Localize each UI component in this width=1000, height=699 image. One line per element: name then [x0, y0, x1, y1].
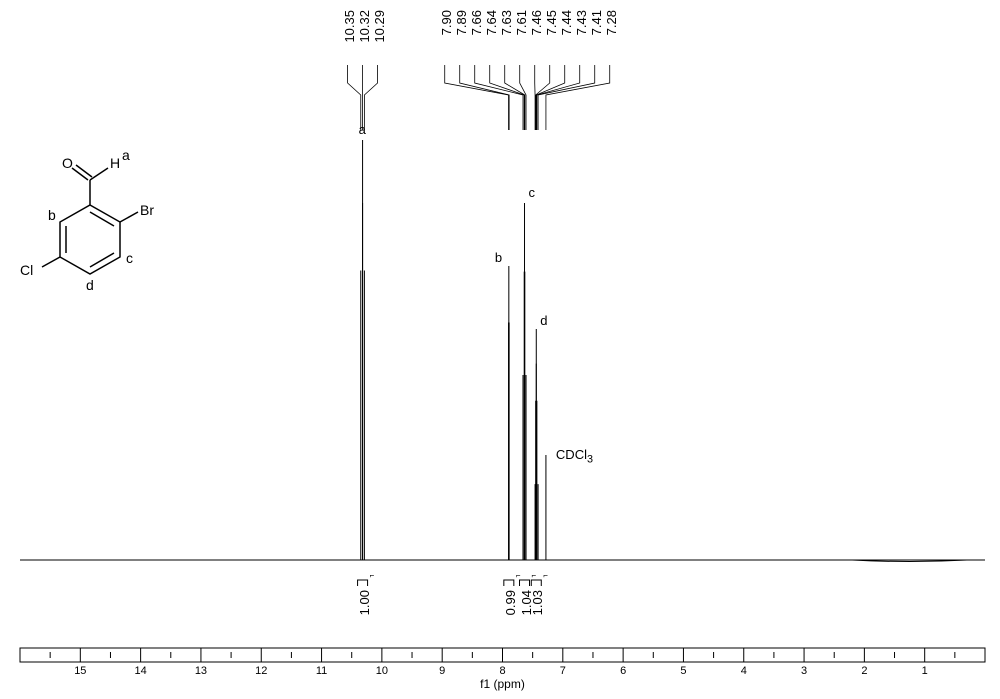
peak-bracket-line — [460, 65, 509, 130]
peak-label-a: a — [359, 122, 366, 137]
peak-label-d: d — [540, 313, 547, 328]
integral-mark: ⌐ — [532, 571, 537, 580]
label-b: b — [48, 207, 56, 223]
axis-tick-label: 4 — [741, 665, 747, 677]
integral-value: 0.99 — [503, 590, 518, 615]
peak-label-c: c — [529, 185, 536, 200]
atom-Cl: Cl — [20, 262, 33, 278]
axis-tick-label: 14 — [135, 665, 147, 677]
axis-tick-label: 5 — [680, 665, 686, 677]
peak-bracket-line — [348, 65, 361, 130]
nmr-spectrum-container: 10.3510.3210.297.907.897.667.647.637.617… — [0, 0, 1000, 699]
axis-tick-label: 6 — [620, 665, 626, 677]
baseline-layer — [20, 560, 985, 562]
axis-tick-label: 12 — [255, 665, 267, 677]
peak-bracket-line — [505, 65, 525, 130]
axis-tick-label: 3 — [801, 665, 807, 677]
peak-bracket-line — [475, 65, 523, 130]
axis-tick-label: 10 — [376, 665, 388, 677]
integral-mark: ⌐ — [516, 571, 521, 580]
peak-bracket-line — [537, 65, 580, 130]
axis-tick-label: 13 — [195, 665, 207, 677]
integral-bracket — [504, 580, 514, 586]
integral-mark: ⌐ — [543, 571, 548, 580]
axis-tick-label: 9 — [439, 665, 445, 677]
axis-tick-label: 15 — [74, 665, 86, 677]
atom-O: O — [62, 155, 73, 171]
axis-tick-label: 8 — [499, 665, 505, 677]
axis-title: f1 (ppm) — [480, 677, 525, 691]
axis-tick-label: 1 — [922, 665, 928, 677]
spectrum-svg: ⌐ ⌐ ⌐ ⌐ 15 14 13 12 11 10 9 8 7 6 5 4 3 2 1 f1 (ppm) — [0, 0, 1000, 699]
peak-label-cdcl3: CDCl3 — [556, 447, 593, 466]
integral-bracket — [531, 580, 541, 586]
integral-layer: ⌐ ⌐ ⌐ ⌐ — [358, 571, 549, 586]
axis-layer: 15 14 13 12 11 10 9 8 7 6 5 4 3 2 1 f1 (ppm) — [20, 648, 985, 691]
peak-bracket-line — [538, 65, 595, 130]
integral-bracket — [520, 580, 530, 586]
label-a: a — [122, 150, 130, 163]
integral-bracket — [358, 580, 368, 586]
peak-bracket-line — [490, 65, 524, 130]
atom-Ha: H — [110, 155, 120, 171]
peak-layer — [361, 140, 546, 560]
peak-bracket-line — [546, 65, 610, 130]
peak-bracket-line — [445, 65, 509, 130]
peak-bracket-layer — [348, 65, 610, 130]
peak-bracket-line — [536, 65, 564, 130]
peak-label-b: b — [495, 250, 502, 265]
axis-tick-label: 11 — [316, 665, 327, 677]
molecule-structure: O H a Br Cl b c d — [10, 150, 170, 330]
integral-mark: ⌐ — [370, 571, 375, 580]
axis-tick-label: 7 — [560, 665, 566, 677]
atom-Br: Br — [140, 202, 154, 218]
integral-value: 1.00 — [357, 590, 372, 615]
label-d: d — [86, 277, 94, 293]
integral-value: 1.03 — [530, 590, 545, 615]
axis-tick-label: 2 — [861, 665, 867, 677]
label-c: c — [126, 250, 133, 266]
peak-bracket-line — [364, 65, 377, 130]
